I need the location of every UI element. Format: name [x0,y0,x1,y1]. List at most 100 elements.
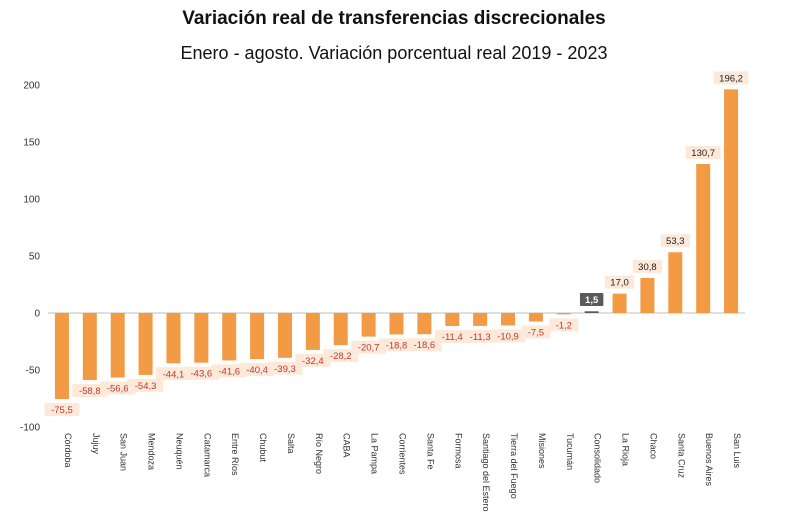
y-tick-label: 200 [23,81,40,92]
bar [389,313,404,335]
data-label-bg [323,349,359,363]
data-label: -41,6 [218,366,240,377]
category-label: Consolidado [593,433,603,483]
category-label: CABA [342,433,352,458]
bar [556,313,571,315]
bar [445,313,460,326]
y-tick-label: -50 [26,366,41,377]
category-label: Entre Ríos [230,433,240,476]
y-tick-label: 150 [23,138,40,149]
category-label: Córdoba [63,433,73,468]
data-label: -32,4 [302,356,324,367]
bar [417,313,432,335]
category-label: Misiones [537,433,547,469]
data-label: 53,3 [666,236,685,247]
data-label: -1,2 [556,320,572,331]
data-label: 130,7 [691,148,715,159]
bar [110,313,125,378]
data-label: -11,4 [442,332,463,343]
bar [305,313,320,350]
category-label: Formosa [453,433,463,469]
data-label-bg [462,329,498,343]
bar [194,313,209,363]
bar [250,313,265,360]
data-label: -18,6 [414,340,436,351]
data-label: 1,5 [585,295,599,306]
data-label-bg [183,366,219,380]
category-label: Tierra del Fuego [509,433,519,499]
data-label: 30,8 [638,262,657,273]
data-label-bg [295,353,331,367]
data-label: -54,3 [135,381,157,392]
data-label: -44,1 [163,369,185,380]
data-label-bg [579,293,604,306]
chart-title: Variación real de transferencias discrec… [182,8,606,29]
data-label-bg [713,71,749,85]
data-label: -7,5 [528,328,544,339]
data-label: -58,8 [79,386,101,397]
category-label: Salta [286,433,296,454]
bar [54,313,69,400]
data-label-bg [211,364,247,378]
data-label: -75,5 [51,405,73,416]
data-label-bg [660,234,690,248]
category-label: Neuquén [174,433,184,470]
data-label-bg [604,275,635,289]
data-label: -56,6 [107,384,129,395]
category-label: San Luis [732,433,742,469]
bar [333,313,348,346]
data-label-bg [155,367,191,381]
category-label: Chubut [258,433,268,463]
category-label: Mendoza [147,433,157,470]
data-label: -43,6 [191,369,213,380]
bar [473,313,488,326]
data-label-bg [44,403,80,417]
data-label-bg [406,338,442,352]
category-label: Corrientes [398,433,408,475]
data-label-bg [685,146,721,160]
bar [222,313,237,361]
data-label: -39,3 [274,364,296,375]
bar [528,313,543,322]
bar [668,252,683,313]
bar [696,164,711,313]
data-label-bg [351,340,387,354]
data-label-bg [267,361,303,375]
category-label: Catamarca [202,433,212,477]
data-label-bg [521,325,551,339]
data-label-bg [128,378,164,392]
category-label: La Pampa [370,433,380,474]
data-label-bg [379,338,414,352]
category-label: San Juan [119,433,129,471]
data-label: -40,4 [246,365,268,376]
y-tick-label: 0 [34,309,40,320]
data-label-bg [72,384,108,398]
data-label: -11,3 [470,332,491,343]
category-label: Chaco [648,433,658,459]
category-label: La Rioja [621,433,631,466]
category-label: Tucumán [565,433,575,470]
data-label: 196,2 [719,73,743,84]
data-label-bg [239,363,275,377]
category-label: Santa Fe [425,433,435,470]
category-label: Buenos Aires [704,433,714,487]
data-label-bg [490,329,526,343]
category-label: Santiago del Estero [481,433,491,512]
bar [501,313,516,326]
data-label-bg [100,381,136,395]
data-label: 17,0 [610,278,629,289]
bar [584,311,599,313]
bar [640,277,655,313]
y-tick-label: -100 [20,423,40,434]
y-tick-label: 100 [23,195,40,206]
bar [138,313,153,375]
data-label: -18,8 [386,340,408,351]
data-label: -10,9 [497,331,519,342]
chart-subtitle: Enero - agosto. Variación porcentual rea… [180,43,608,63]
bar [361,313,376,337]
category-label: Jujuy [91,433,101,455]
y-tick-label: 50 [29,252,41,263]
data-label: -28,2 [330,351,352,362]
bar [612,293,627,313]
